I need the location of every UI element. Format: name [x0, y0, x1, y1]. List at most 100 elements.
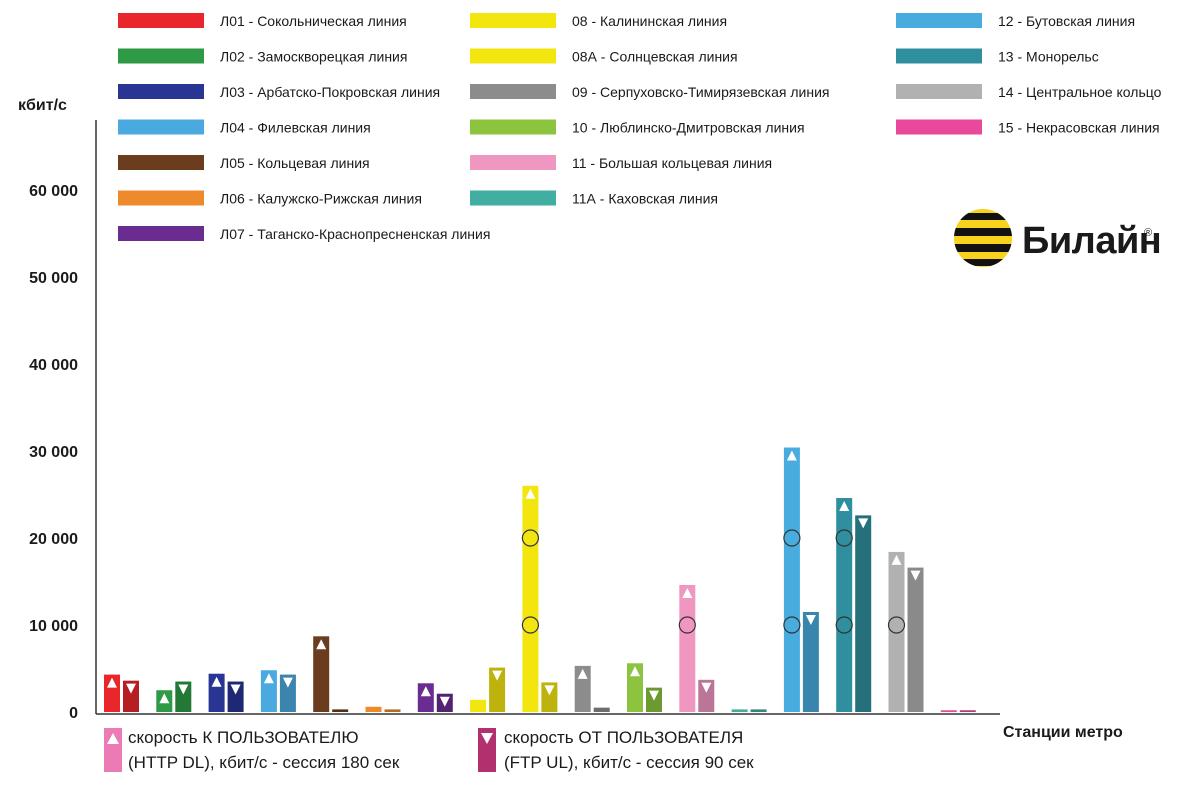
ul-down-arrow-icon	[910, 570, 921, 581]
beeline-logo: Билайн ®	[954, 209, 1162, 267]
legend-label: Л06 - Калужско-Рижская линия	[220, 191, 422, 207]
registered-mark: ®	[1144, 227, 1152, 239]
bar-ul	[489, 667, 506, 712]
legend-swatch	[118, 119, 204, 135]
bar-ul	[384, 709, 401, 712]
ul-down-arrow-icon	[230, 684, 241, 695]
ul-down-arrow-icon	[544, 685, 555, 696]
ul-down-arrow-icon	[701, 682, 712, 693]
dl-up-arrow-icon	[420, 686, 431, 697]
bar-ul	[227, 681, 244, 712]
dl-up-arrow-icon	[211, 676, 222, 687]
legend-label: 15 - Некрасовская линия	[998, 120, 1160, 136]
bar-ul	[750, 709, 767, 712]
circle-marker	[678, 616, 696, 634]
legend-swatch	[470, 84, 556, 99]
legend-swatch	[118, 48, 204, 64]
legend-swatch	[896, 119, 982, 135]
bar-dl	[522, 485, 539, 712]
brand-name: Билайн	[1022, 220, 1161, 262]
bar-ul	[279, 674, 296, 712]
y-tick-label: 0	[69, 705, 78, 722]
legend-swatch	[470, 190, 556, 206]
x-axis-title: Станции метро	[1003, 724, 1123, 741]
y-tick-label: 30 000	[29, 444, 78, 461]
bar-ul	[541, 682, 558, 712]
dl-note-line2: (HTTP DL), кбит/с - сессия 180 сек	[128, 753, 400, 772]
bar-ul	[593, 707, 610, 712]
bar-ul	[907, 567, 924, 712]
ul-down-arrow-icon	[126, 683, 136, 694]
y-tick-label: 40 000	[29, 357, 78, 374]
dl-up-arrow-icon	[316, 639, 327, 650]
ul-arrow-icon	[481, 733, 493, 744]
legend-label: 11А - Каховская линия	[572, 191, 718, 207]
ul-swatch	[478, 728, 496, 772]
dl-up-arrow-icon	[839, 500, 850, 511]
circle-markers	[521, 529, 906, 634]
circle-marker	[783, 616, 801, 634]
bar-dl	[260, 670, 277, 712]
bar-dl	[313, 636, 330, 712]
y-tick-label: 50 000	[29, 270, 78, 287]
ul-down-arrow-icon	[492, 670, 503, 681]
bar-dl	[365, 706, 382, 712]
bar-ul	[123, 680, 139, 712]
y-tick-label: 10 000	[29, 618, 78, 635]
legend-swatch	[470, 13, 556, 28]
legend-swatch	[470, 48, 556, 64]
legend-swatch	[896, 48, 982, 64]
legend-swatch	[118, 226, 204, 241]
ul-down-arrow-icon	[805, 614, 816, 625]
circle-marker	[521, 529, 540, 547]
legend-label: 09 - Серпуховско-Тимирязевская линия	[572, 84, 829, 100]
legend-label: 11 - Большая кольцевая линия	[572, 155, 772, 171]
beeline-logo-icon	[954, 209, 1012, 267]
legend: Л01 - Сокольническая линия Л02 - Замоскво…	[118, 13, 1162, 242]
ul-note-line1: скорость ОТ ПОЛЬЗОВАТЕЛЯ	[504, 728, 743, 747]
legend-swatch	[470, 155, 556, 170]
ul-down-arrow-icon	[439, 696, 450, 707]
ul-down-arrow-icon	[178, 684, 189, 695]
dl-up-arrow-icon	[682, 587, 693, 598]
series-note-dl: скорость К ПОЛЬЗОВАТЕЛЮ (HTTP DL), кбит/…	[104, 728, 400, 772]
legend-label: Л02 - Замоскворецкая линия	[220, 49, 407, 65]
legend-swatch	[896, 13, 982, 28]
dl-up-arrow-icon	[107, 677, 117, 688]
y-ticks: 0 10 000 20 000 30 000 40 000 50 000 60 000	[29, 183, 78, 722]
legend-label: Л01 - Сокольническая линия	[220, 13, 407, 29]
bar-dl	[208, 673, 225, 712]
dl-up-arrow-icon	[263, 673, 274, 684]
circle-marker	[521, 616, 540, 634]
dl-up-arrow-icon	[630, 666, 640, 677]
bar-dl	[940, 710, 957, 712]
circle-marker	[783, 529, 801, 547]
legend-label: 12 - Бутовская линия	[998, 13, 1135, 29]
dl-up-arrow-icon	[577, 668, 588, 679]
legend-swatch	[896, 84, 982, 99]
bar-dl	[417, 683, 434, 712]
dl-up-arrow-icon	[891, 554, 902, 565]
bar-dl	[836, 497, 853, 712]
bar-ul	[175, 681, 192, 712]
circle-marker	[835, 529, 853, 547]
dl-arrow-icon	[107, 733, 119, 744]
bar-dl	[104, 674, 120, 712]
bar-ul	[332, 709, 349, 712]
y-axis-title: кбит/с	[18, 97, 67, 114]
bar-dl	[470, 699, 487, 712]
legend-label: 08 - Калининская линия	[572, 13, 727, 29]
legend-label: 13 - Монорельс	[998, 49, 1099, 65]
bar-dl	[888, 551, 905, 712]
legend-label: 14 - Центральное кольцо	[998, 84, 1162, 100]
y-tick-label: 60 000	[29, 183, 78, 200]
dl-note-line1: скорость К ПОЛЬЗОВАТЕЛЮ	[128, 728, 359, 747]
legend-swatch	[470, 119, 556, 135]
ul-down-arrow-icon	[858, 518, 869, 529]
legend-label: Л07 - Таганско-Краснопресненская линия	[220, 226, 490, 242]
ul-down-arrow-icon	[649, 690, 659, 701]
bar-ul	[959, 710, 976, 712]
legend-label: Л04 - Филевская линия	[220, 120, 371, 136]
bar-ul	[698, 679, 715, 712]
